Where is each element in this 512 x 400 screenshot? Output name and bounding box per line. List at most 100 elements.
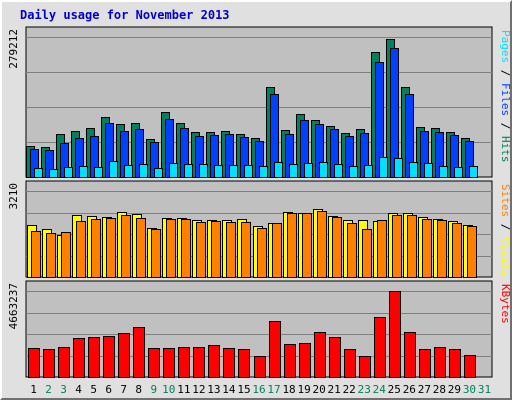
bar-pages-day-11	[184, 164, 193, 178]
bar-pages-day-8	[139, 164, 148, 178]
bar-kbytes-day-2	[43, 349, 55, 378]
bar-kbytes-day-27	[419, 349, 431, 378]
bar-kbytes-day-25	[389, 291, 401, 378]
bar-kbytes-day-13	[208, 345, 220, 378]
bar-pages-day-15	[244, 165, 253, 178]
bar-pages-day-4	[79, 166, 88, 178]
bar-kbytes-day-19	[299, 343, 311, 378]
bar-kbytes-day-28	[434, 347, 446, 378]
x-tick-label: 25	[388, 383, 401, 396]
panel-kbytes: 4663237 KBytes	[7, 280, 512, 378]
bar-sites-day-22	[347, 223, 357, 278]
x-tick-label: 26	[403, 383, 416, 396]
x-tick-label: 2	[45, 383, 52, 396]
x-tick-label: 20	[313, 383, 326, 396]
bar-sites-day-2	[46, 233, 56, 278]
bar-kbytes-day-9	[148, 348, 160, 378]
bar-pages-day-24	[379, 157, 388, 178]
x-tick-label: 29	[448, 383, 461, 396]
legend-item-visits: Visits	[499, 237, 512, 277]
bar-pages-day-17	[274, 162, 283, 178]
bar-pages-day-2	[49, 169, 58, 178]
bar-sites-day-14	[226, 222, 236, 278]
bar-pages-day-18	[289, 164, 298, 178]
legend-item-kbytes: KBytes	[499, 284, 512, 324]
x-tick-label: 17	[267, 383, 280, 396]
bar-sites-day-27	[422, 219, 432, 278]
legend-separator: /	[499, 63, 512, 83]
bar-sites-day-19	[302, 213, 312, 278]
bar-sites-day-8	[136, 218, 146, 278]
bar-sites-day-3	[61, 232, 71, 278]
bar-pages-day-20	[319, 162, 328, 178]
panel-hits: 279212 Pages / Files / Hits	[7, 26, 512, 178]
bar-kbytes-day-12	[193, 347, 205, 378]
bar-sites-day-10	[166, 219, 176, 278]
bar-pages-day-25	[394, 158, 403, 178]
bar-pages-day-26	[409, 162, 418, 178]
panel-kbytes-scale-label: 4663237	[7, 283, 20, 329]
bar-sites-day-17	[272, 223, 282, 278]
bar-sites-day-1	[31, 231, 41, 278]
bar-sites-day-15	[241, 222, 251, 278]
x-tick-label: 11	[177, 383, 190, 396]
bar-kbytes-day-15	[238, 349, 250, 378]
bar-pages-day-5	[94, 167, 103, 178]
bar-kbytes-day-30	[464, 355, 476, 378]
bar-pages-day-30	[469, 166, 478, 178]
bar-sites-day-25	[392, 215, 402, 278]
x-tick-label: 16	[252, 383, 265, 396]
x-tick-label: 3	[60, 383, 67, 396]
bar-sites-day-5	[91, 219, 101, 278]
chart-panels: 279212 Pages / Files / Hits 3210 Sites / Vi…	[7, 26, 512, 378]
x-tick-label: 27	[418, 383, 431, 396]
bar-pages-day-16	[259, 166, 268, 178]
bar-pages-day-13	[214, 165, 223, 178]
x-tick-label: 9	[150, 383, 157, 396]
bar-kbytes-day-17	[269, 321, 281, 378]
x-tick-label: 8	[135, 383, 142, 396]
x-tick-label: 31	[478, 383, 491, 396]
bar-kbytes-day-10	[163, 348, 175, 378]
bar-sites-day-26	[407, 215, 417, 278]
x-tick-label: 15	[237, 383, 250, 396]
bar-sites-day-30	[467, 226, 477, 278]
bar-kbytes-day-8	[133, 327, 145, 378]
bar-pages-day-3	[64, 167, 73, 178]
bar-pages-day-9	[154, 168, 163, 178]
x-tick-label: 12	[192, 383, 205, 396]
x-tick-label: 14	[222, 383, 236, 396]
bar-kbytes-day-3	[58, 347, 70, 378]
bar-sites-day-12	[196, 222, 206, 278]
bar-kbytes-day-1	[28, 348, 40, 378]
bar-pages-day-10	[169, 163, 178, 178]
bar-kbytes-day-7	[118, 333, 130, 378]
bar-sites-day-4	[76, 221, 86, 278]
bar-kbytes-day-24	[374, 317, 386, 378]
bar-sites-day-18	[287, 213, 297, 278]
bar-sites-day-24	[377, 220, 387, 278]
x-tick-label: 30	[463, 383, 476, 396]
bar-pages-day-28	[439, 166, 448, 178]
legend-separator: /	[499, 116, 512, 136]
x-tick-label: 10	[162, 383, 175, 396]
bar-sites-day-11	[181, 219, 191, 278]
legend-item-hits: Hits	[499, 136, 512, 163]
bar-sites-day-23	[362, 229, 372, 278]
bar-sites-day-7	[121, 215, 131, 278]
bar-kbytes-day-21	[329, 337, 341, 378]
x-tick-label: 23	[358, 383, 371, 396]
panel-visits: 3210 Sites / Visits	[7, 180, 512, 278]
x-tick-label: 7	[120, 383, 127, 396]
bar-kbytes-day-20	[314, 332, 326, 378]
panel-hits-legend: Pages / Files / Hits	[499, 30, 512, 163]
bar-pages-day-22	[349, 166, 358, 178]
x-tick-label: 22	[343, 383, 356, 396]
panel-visits-legend: Sites / Visits	[499, 184, 512, 277]
x-tick-label: 28	[433, 383, 446, 396]
bar-sites-day-16	[257, 228, 267, 278]
bar-kbytes-day-11	[178, 347, 190, 378]
bar-kbytes-day-29	[449, 349, 461, 378]
x-tick-label: 19	[297, 383, 310, 396]
legend-item-pages: Pages	[499, 30, 512, 63]
